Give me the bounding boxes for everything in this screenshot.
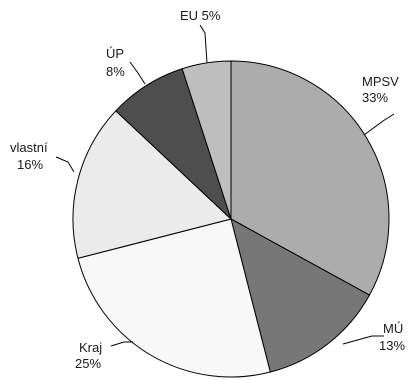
slice-label-up: ÚP: [106, 46, 124, 61]
leader-lines: [55, 24, 395, 347]
slice-label-vlastni: vlastní: [10, 140, 48, 155]
slice-label-kraj: Kraj: [79, 340, 102, 355]
pie-slice-eu: [181, 60, 232, 220]
pie-slice-vlastni: [72, 110, 233, 259]
pie-slices: [72, 60, 390, 378]
leader-line-vlastni: [55, 156, 75, 173]
leader-line-mpsv: [363, 113, 395, 136]
slice-value-mpsv: 33%: [362, 90, 388, 105]
pie-slice-mu: [230, 218, 371, 373]
leader-line-mu: [342, 335, 384, 345]
pie-slice-mpsv: [230, 60, 390, 296]
slice-label-mpsv: MPSV: [362, 74, 399, 89]
slice-value-vlastni: 16%: [17, 157, 43, 172]
leader-line-kraj: [110, 341, 133, 347]
pie-slice-kraj: [77, 218, 271, 378]
slice-value-kraj: 25%: [75, 356, 101, 371]
slice-label-mu: MÚ: [383, 321, 403, 336]
slice-label-eu: EU 5%: [180, 8, 221, 23]
slice-value-up: 8%: [106, 64, 125, 79]
leader-line-up: [129, 61, 146, 85]
leader-line-eu: [199, 24, 208, 64]
slice-value-mu: 13%: [379, 338, 405, 353]
